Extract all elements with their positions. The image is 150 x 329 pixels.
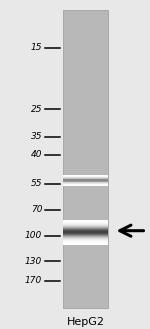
Bar (63, 231, 108, 232)
Bar (63, 183, 108, 184)
Bar (63, 243, 108, 244)
Bar (63, 176, 108, 177)
Bar (63, 234, 108, 235)
Text: 25: 25 (31, 105, 42, 114)
Text: 40: 40 (31, 150, 42, 159)
Bar (63, 185, 108, 186)
Bar (63, 226, 108, 227)
Text: HepG2: HepG2 (66, 316, 104, 327)
Bar (63, 239, 108, 240)
Bar (63, 229, 108, 230)
Bar (63, 179, 108, 180)
Bar (63, 184, 108, 185)
Bar (63, 237, 108, 238)
Bar (63, 230, 108, 231)
Bar (63, 233, 108, 234)
Bar (63, 180, 108, 181)
Bar (63, 240, 108, 241)
Text: 15: 15 (31, 43, 42, 52)
Bar (63, 175, 108, 176)
Bar (63, 242, 108, 243)
Bar (63, 232, 108, 233)
Text: 100: 100 (25, 231, 42, 240)
Text: 35: 35 (31, 132, 42, 141)
Bar (63, 177, 108, 178)
Bar (63, 227, 108, 228)
Bar (63, 11, 108, 309)
Bar (63, 222, 108, 223)
Bar (63, 244, 108, 245)
Text: 70: 70 (31, 205, 42, 214)
Bar (63, 236, 108, 237)
Bar (63, 182, 108, 183)
Bar (63, 220, 108, 221)
Bar (63, 221, 108, 222)
Bar (63, 235, 108, 236)
Bar (63, 241, 108, 242)
Bar (63, 178, 108, 179)
Bar (63, 223, 108, 224)
Bar (63, 228, 108, 229)
Bar (63, 225, 108, 226)
Text: 170: 170 (25, 276, 42, 285)
Bar (63, 181, 108, 182)
Text: 55: 55 (31, 179, 42, 188)
Bar (63, 238, 108, 239)
Bar (63, 224, 108, 225)
Text: 130: 130 (25, 257, 42, 266)
